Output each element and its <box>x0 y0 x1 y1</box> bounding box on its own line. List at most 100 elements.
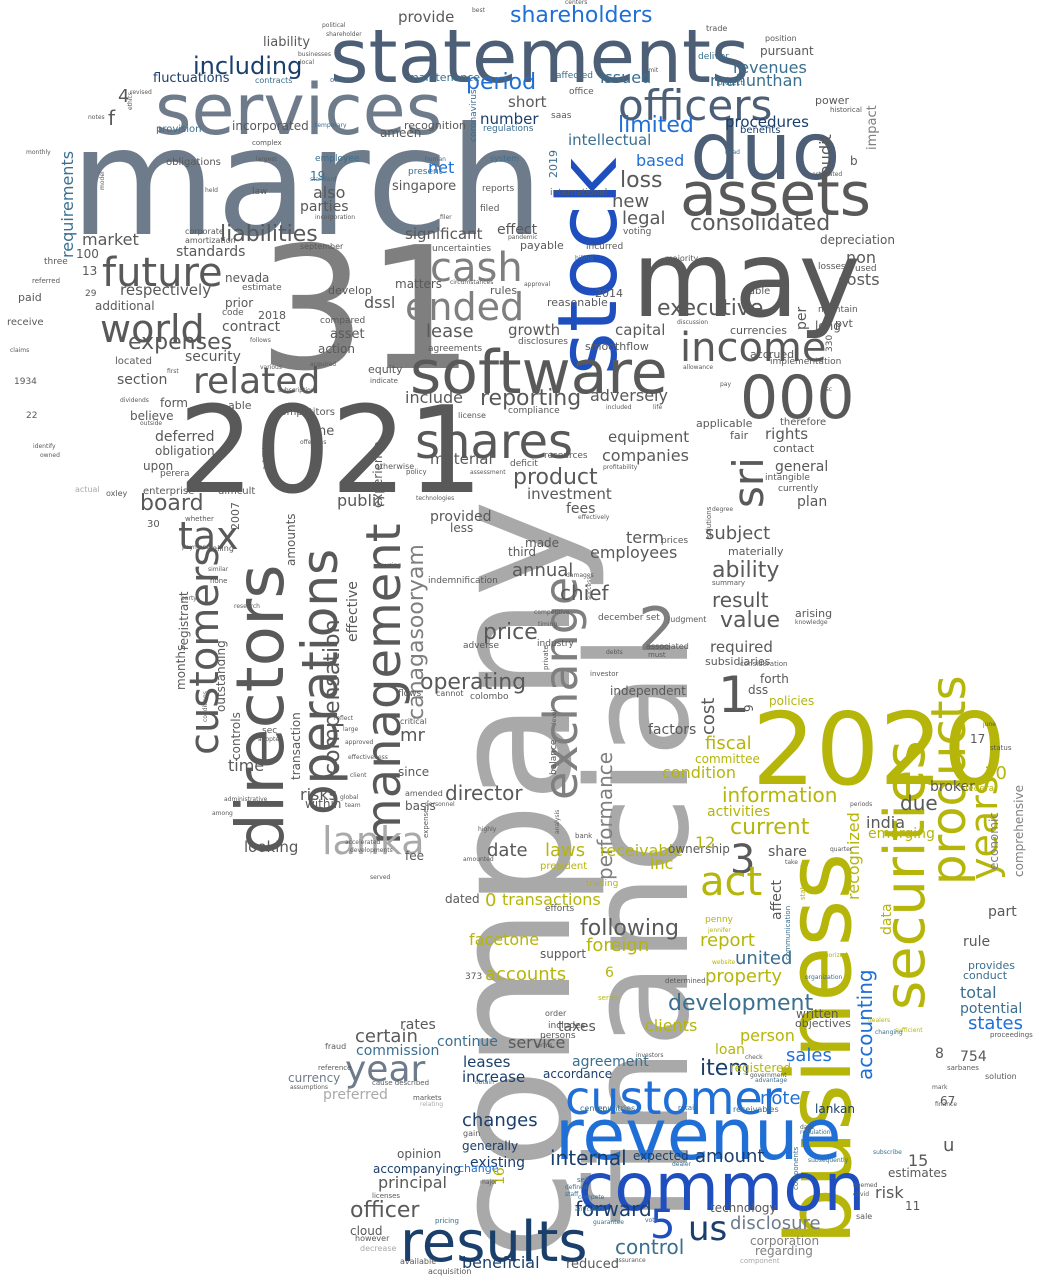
word-affected: affected <box>556 71 593 81</box>
word-contract: contract <box>222 319 281 335</box>
word-w3: 3 <box>730 837 756 883</box>
word-website: website <box>712 959 736 966</box>
word-covid: covid <box>853 1191 869 1198</box>
word-licenses: licenses <box>372 1192 401 1200</box>
word-client: client <box>350 772 367 779</box>
word-share: share <box>768 844 807 860</box>
word-less: less <box>450 521 474 535</box>
word-owner: owner <box>330 76 352 84</box>
word-continue: continue <box>437 1034 498 1050</box>
word-voting: voting <box>623 227 652 237</box>
word-quarter: quarter <box>830 846 853 853</box>
word-periods: periods <box>850 801 873 808</box>
word-include: include <box>405 388 463 407</box>
word-nevada: nevada <box>225 271 270 285</box>
word-accounts: accounts <box>485 964 567 985</box>
word-objectives: objectives <box>795 1017 851 1030</box>
word-none: none <box>210 577 228 585</box>
word-n29: 29 <box>85 289 97 299</box>
word-n8: 8 <box>935 1046 944 1062</box>
word-n15: 15 <box>908 1151 929 1170</box>
word-effectiveness: effectiveness <box>348 754 388 761</box>
word-u: u <box>943 1135 955 1156</box>
word-statements: statements <box>330 14 750 100</box>
word-pursuant: pursuant <box>760 44 814 58</box>
word-certain: certain <box>355 1026 418 1047</box>
word-authorized: authorized <box>815 952 848 959</box>
word-loss: loss <box>620 168 663 193</box>
word-dssl: dssl <box>364 293 396 312</box>
word-subscription: subscription <box>278 387 315 394</box>
word-losses: losses <box>818 262 846 272</box>
word-receivables: receivables <box>733 1105 779 1114</box>
word-agreement: agreement <box>572 1054 649 1070</box>
word-colombo: colombo <box>470 692 509 702</box>
word-n330: 330 <box>825 334 835 352</box>
word-communication: communication <box>784 905 792 960</box>
word-sufficient: sufficient <box>895 1027 923 1034</box>
word-obtain: obtain <box>475 1079 494 1086</box>
word-obligations: obligations <box>166 157 221 168</box>
word-performance: performance <box>593 751 617 880</box>
word-similar: similar <box>208 566 229 573</box>
word-proceedings: proceedings <box>990 1031 1033 1039</box>
word-administrative: administrative <box>224 796 268 803</box>
word-party: party <box>181 595 197 602</box>
word-equity: equity <box>368 363 403 376</box>
word-executive: executive <box>657 296 764 321</box>
word-states: states <box>968 1013 1023 1034</box>
word-political: political <box>322 22 346 29</box>
word-reporting: reporting <box>480 386 582 411</box>
word-n100: 100 <box>76 247 99 261</box>
word-n67: 67 <box>940 1094 956 1108</box>
word-assurance: assurance <box>615 1257 646 1264</box>
word-markets: markets <box>413 1094 442 1102</box>
word-dated: dated <box>445 892 480 906</box>
word-economic: economic <box>987 812 1001 870</box>
word-assessment: assessment <box>470 469 506 476</box>
word-persons: persons <box>540 1031 576 1041</box>
word-comprehensive: comprehensive <box>1012 785 1026 877</box>
word-best: best <box>472 7 485 14</box>
word-power: power <box>815 94 849 107</box>
word-human: human <box>425 156 446 163</box>
word-able: able <box>228 399 252 412</box>
word-broker: broker <box>930 779 975 795</box>
word-using: using <box>385 562 402 569</box>
word-security: security <box>185 349 241 365</box>
word-profitability: profitability <box>603 464 638 471</box>
word-compliance: compliance <box>508 406 560 416</box>
word-public: public <box>337 491 386 510</box>
word-pricing: pricing <box>435 1217 459 1225</box>
word-also: also <box>313 183 346 202</box>
word-loan: loan <box>715 1042 745 1058</box>
word-looking: looking <box>244 838 299 856</box>
word-trading: trading <box>586 879 619 889</box>
word-regarding: regarding <box>755 1244 813 1258</box>
word-efforts: efforts <box>545 904 575 914</box>
word-obligation: obligation <box>155 444 215 458</box>
word-amortization: amortization <box>185 236 236 245</box>
word-significant: significant <box>405 225 483 243</box>
word-n2019: 2019 <box>547 150 560 178</box>
word-india: india <box>866 813 905 832</box>
word-item: item <box>700 1056 750 1081</box>
word-research: research <box>234 603 260 610</box>
word-dealer: dealer <box>672 1161 692 1168</box>
word-acquisition: acquisition <box>428 1267 472 1276</box>
word-three: three <box>44 257 68 267</box>
word-june: june <box>983 721 996 728</box>
word-accompanying: accompanying <box>373 1162 461 1176</box>
word-referred: referred <box>32 277 61 285</box>
word-deliver: deliver <box>698 52 729 62</box>
word-businesses: businesses <box>298 51 331 58</box>
word-independent: independent <box>610 684 686 698</box>
word-short: short <box>508 93 547 111</box>
word-therefore: therefore <box>780 417 827 428</box>
word-license: license <box>458 411 486 420</box>
word-prior: prior <box>225 296 254 310</box>
word-internal: internal <box>550 1146 627 1170</box>
word-compensation: compensation <box>320 619 345 775</box>
word-damages: damages <box>566 572 594 579</box>
word-receive: receive <box>7 317 44 328</box>
